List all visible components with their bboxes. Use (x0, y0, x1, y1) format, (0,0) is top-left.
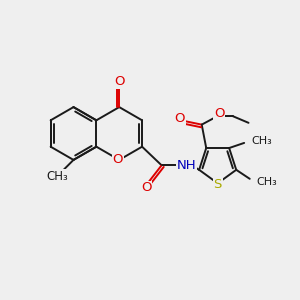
Text: CH₃: CH₃ (256, 177, 277, 188)
Text: O: O (114, 75, 124, 88)
Text: CH₃: CH₃ (251, 136, 272, 146)
Text: O: O (214, 107, 224, 120)
Text: NH: NH (176, 159, 196, 172)
Text: CH₃: CH₃ (46, 170, 68, 183)
Text: O: O (175, 112, 185, 124)
Text: S: S (214, 178, 222, 191)
Text: O: O (112, 153, 123, 167)
Text: O: O (141, 181, 152, 194)
